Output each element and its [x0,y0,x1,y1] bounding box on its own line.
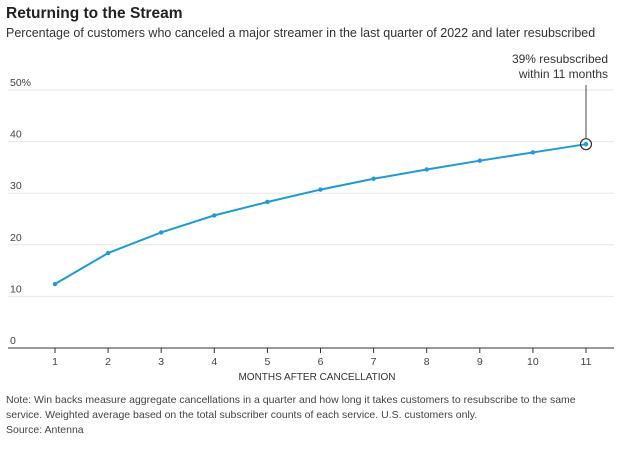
data-point [583,141,589,147]
annotation-text: 39% resubscribed [512,52,608,66]
y-tick-label: 0 [10,335,16,347]
x-tick-label: 8 [424,356,430,368]
y-tick-label: 10 [10,283,22,295]
highlight-ring [579,138,593,151]
note-line: Note: Win backs measure aggregate cancel… [6,394,576,406]
y-tick-label: 30 [10,180,22,192]
data-point [52,281,58,287]
data-point [265,199,270,205]
chart-subtitle: Percentage of customers who canceled a m… [6,26,596,40]
data-point [424,167,429,172]
x-tick-label: 1 [52,356,58,368]
annotation-text: within 11 months [518,67,608,81]
data-point [159,230,164,235]
y-tick-label: 20 [10,232,22,244]
data-point [371,176,376,181]
data-point [212,213,217,218]
data-line [54,143,587,285]
x-tick-label: 5 [264,356,270,368]
note-line: service. Weighted average based on the t… [6,409,478,421]
x-tick-label: 10 [527,356,539,368]
chart-notes: Note: Win backs measure aggregate cancel… [6,393,616,438]
x-tick-label: 9 [477,356,483,368]
data-point [318,187,323,192]
y-tick-label: 40 [10,129,22,141]
x-tick-label: 11 [581,356,592,368]
chart-title: Returning to the Stream [6,5,183,22]
line-chart: 0 10 20 30 40 50% 1 2 3 4 5 6 7 8 9 10 11 MONTHS AFTER CA… [8,52,614,383]
data-point [105,250,111,256]
x-tick-label: 6 [318,356,324,368]
x-tick-label: 3 [158,356,164,368]
data-point [530,150,536,155]
x-tick-label: 7 [371,356,377,368]
source-line: Source: Antenna [6,424,84,436]
y-tick-label: 50% [10,77,31,89]
x-axis-label: MONTHS AFTER CANCELLATION [238,372,395,383]
data-point [477,158,482,163]
x-tick-label: 4 [211,356,217,368]
x-tick-label: 2 [105,356,111,368]
